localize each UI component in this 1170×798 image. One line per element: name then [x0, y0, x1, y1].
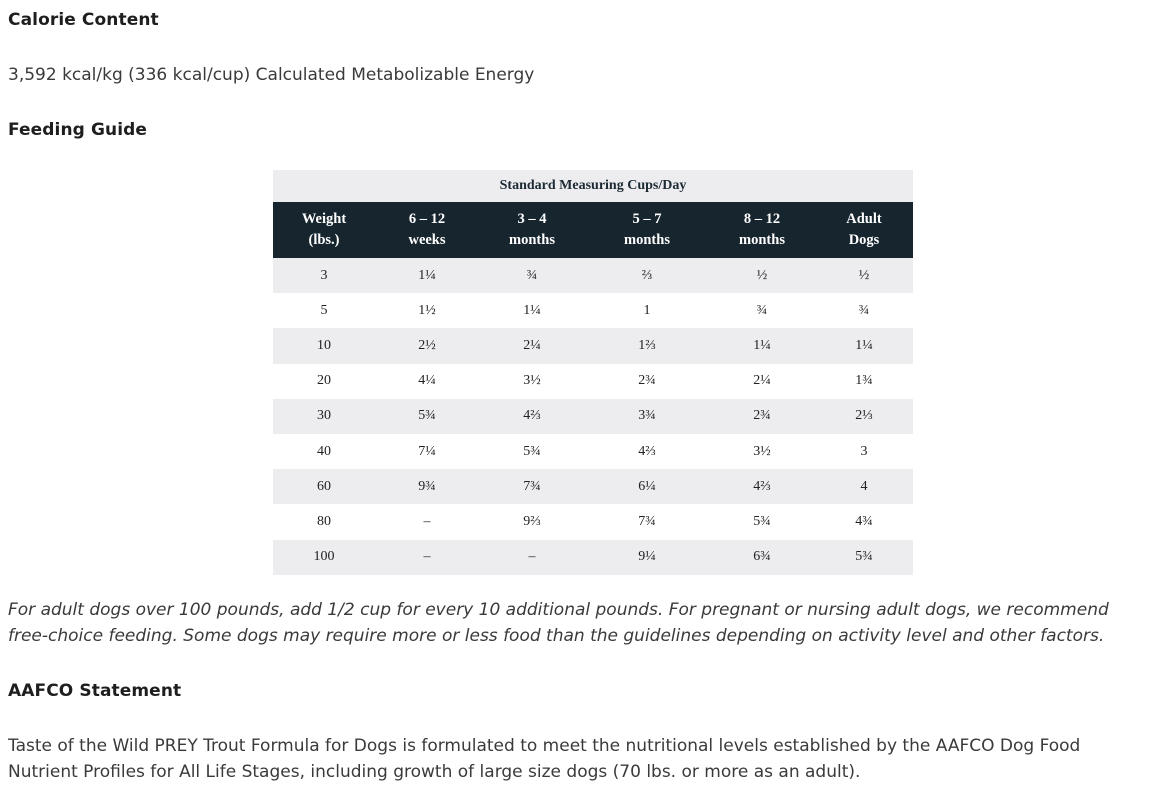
- table-row: 40 7¼ 5¾ 4⅔ 3½ 3: [273, 434, 913, 469]
- feeding-note-line1: For adult dogs over 100 pounds, add 1/2 …: [8, 600, 1109, 620]
- table-cell: 1⅔: [638, 337, 656, 353]
- table-cell: 5¾: [753, 513, 771, 529]
- table-cell: 5¾: [855, 549, 873, 565]
- table-cell: 2¼: [753, 373, 771, 389]
- table-row: 30 5¾ 4⅔ 3¾ 2¾ 2⅓: [273, 398, 913, 434]
- calorie-content-text: 3,592 kcal/kg (336 kcal/cup) Calculated …: [8, 65, 535, 85]
- table-cell: 2¾: [638, 373, 656, 389]
- table-cell: 5¾: [523, 443, 541, 459]
- header-adult-dogs-line2: Dogs: [848, 232, 880, 248]
- table-body: 3 1¼ ¾ ⅔ ½ ½ 5 1½ 1¼ 1 ¾ ¾ 10 2½ 2¼ 1⅔ 1¼ 1¼ 20 4¼ 3½ 2¾ 2¼ 1¾ 3…: [273, 258, 913, 575]
- table-cell: 1¼: [753, 337, 771, 353]
- table-cell: 2¼: [523, 337, 541, 353]
- table-cell: 3¾: [638, 408, 656, 424]
- table-cell: 1½: [418, 302, 436, 318]
- table-cell: 30: [317, 408, 331, 424]
- feeding-guide-table: Standard Measuring Cups/Day Weight (lbs.…: [273, 170, 913, 575]
- table-cell: 6¼: [638, 478, 656, 494]
- header-5-7-months-line1: 5 – 7: [632, 211, 662, 227]
- table-row: 3 1¼ ¾ ⅔ ½ ½: [273, 258, 913, 294]
- table-cell: 4⅔: [753, 478, 771, 494]
- table-cell: 2½: [418, 337, 436, 353]
- table-cell: ¾: [526, 267, 538, 283]
- aafco-statement-heading: AAFCO Statement: [8, 681, 182, 701]
- table-cell: 100: [313, 549, 335, 565]
- table-cell: 80: [317, 513, 331, 529]
- table-cell: 5¾: [418, 408, 436, 424]
- aafco-statement-line2: Nutrient Profiles for All Life Stages, i…: [8, 762, 861, 782]
- header-3-4-months-line2: months: [509, 232, 555, 248]
- table-cell: 3: [320, 267, 328, 283]
- table-cell: ¾: [756, 302, 768, 318]
- table-cell: 5: [320, 302, 328, 318]
- table-cell: 7¾: [523, 478, 541, 494]
- header-6-12-weeks-line1: 6 – 12: [408, 211, 446, 227]
- table-cell: 1¼: [523, 302, 541, 318]
- table-cell: 9¼: [638, 549, 656, 565]
- table-cell: 2⅓: [855, 408, 873, 424]
- table-cell: 1¾: [855, 373, 873, 389]
- header-adult-dogs: Adult Dogs: [815, 202, 913, 258]
- table-cell: 3½: [753, 443, 771, 459]
- table-cell: 7¾: [638, 513, 656, 529]
- table-cell: 4: [860, 478, 868, 494]
- table-cell: ½: [858, 267, 870, 283]
- table-cell: 1¼: [418, 267, 436, 283]
- table-cell: 4⅔: [523, 408, 541, 424]
- table-cell: 1¼: [855, 337, 873, 353]
- table-cell: 1: [643, 302, 651, 318]
- table-cell: 10: [317, 337, 331, 353]
- table-cell: 7¼: [418, 443, 436, 459]
- header-6-12-weeks: 6 – 12 weeks: [375, 202, 479, 258]
- header-adult-dogs-line1: Adult: [846, 211, 882, 227]
- aafco-statement-line1: Taste of the Wild PREY Trout Formula for…: [8, 736, 1081, 756]
- table-cell: –: [423, 513, 431, 529]
- header-5-7-months-line2: months: [624, 232, 670, 248]
- feeding-note-line2: free-choice feeding. Some dogs may requi…: [8, 626, 1105, 646]
- header-6-12-weeks-line2: weeks: [408, 232, 446, 248]
- table-cell: 3½: [523, 373, 541, 389]
- table-cell: –: [423, 549, 431, 565]
- table-cell: 40: [317, 443, 331, 459]
- header-5-7-months: 5 – 7 months: [585, 202, 709, 258]
- table-cell: 4⅔: [638, 443, 656, 459]
- header-weight-line1: Weight: [301, 211, 347, 227]
- table-cell: 4¼: [418, 373, 436, 389]
- header-3-4-months-line1: 3 – 4: [517, 211, 547, 227]
- table-row: 60 9¾ 7¾ 6¼ 4⅔ 4: [273, 469, 913, 505]
- header-8-12-months: 8 – 12 months: [709, 202, 815, 258]
- table-row: 10 2½ 2¼ 1⅔ 1¼ 1¼: [273, 328, 913, 364]
- header-weight: Weight (lbs.): [273, 202, 375, 258]
- table-cell: ¾: [858, 302, 870, 318]
- table-cell: 6¾: [753, 549, 771, 565]
- table-cell: –: [528, 549, 536, 565]
- table-row: 100 – – 9¼ 6¾ 5¾: [273, 539, 913, 575]
- feeding-guide-heading: Feeding Guide: [8, 120, 148, 140]
- table-cell: 2¾: [753, 408, 771, 424]
- table-row: 80 – 9⅔ 7¾ 5¾ 4¾: [273, 504, 913, 539]
- table-cell: ½: [756, 267, 768, 283]
- table-caption: Standard Measuring Cups/Day: [273, 170, 913, 202]
- table-header-row: Weight (lbs.) 6 – 12 weeks 3 – 4 months …: [273, 202, 913, 258]
- header-8-12-months-line2: months: [739, 232, 785, 248]
- header-weight-line2: (lbs.): [308, 232, 340, 248]
- header-8-12-months-line1: 8 – 12: [743, 211, 781, 227]
- table-cell: 9¾: [418, 478, 436, 494]
- table-cell: 60: [317, 478, 331, 494]
- table-cell: 3: [860, 443, 868, 459]
- table-cell: 4¾: [855, 513, 873, 529]
- table-cell: 20: [317, 373, 331, 389]
- table-cell: 9⅔: [523, 513, 541, 529]
- table-row: 20 4¼ 3½ 2¾ 2¼ 1¾: [273, 364, 913, 399]
- header-3-4-months: 3 – 4 months: [479, 202, 585, 258]
- table-cell: ⅔: [641, 267, 653, 283]
- calorie-content-heading: Calorie Content: [8, 10, 159, 30]
- table-row: 5 1½ 1¼ 1 ¾ ¾: [273, 293, 913, 328]
